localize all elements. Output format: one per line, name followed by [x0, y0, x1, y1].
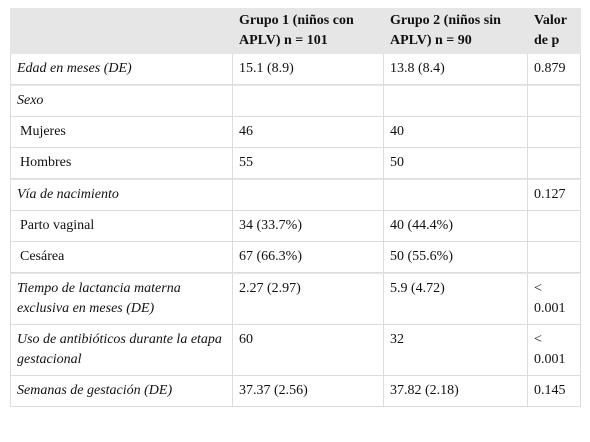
value-cell: 50 [383, 147, 528, 179]
row-label: Vía de nacimiento [10, 179, 233, 211]
data-table: Grupo 1 (niños con APLV) n = 101 Grupo 2… [10, 8, 581, 407]
value-cell [383, 179, 528, 211]
value-cell [383, 85, 528, 117]
value-cell: 40 [383, 116, 528, 148]
value-cell: 0.879 [527, 53, 581, 85]
row-label: Uso de antibióticos durante la etapa ges… [10, 324, 233, 376]
value-cell [527, 210, 581, 242]
row-label: Semanas de gestación (DE) [10, 375, 233, 407]
value-cell: 32 [383, 324, 528, 376]
value-cell: < 0.001 [527, 273, 581, 325]
table-row: Hombres 55 50 [10, 147, 581, 179]
value-cell: 0.127 [527, 179, 581, 211]
value-cell [232, 179, 384, 211]
table-row: Uso de antibióticos durante la etapa ges… [10, 324, 581, 376]
header-cell: Grupo 2 (niños sin APLV) n = 90 [383, 8, 528, 54]
header-cell [10, 8, 233, 54]
value-cell [527, 116, 581, 148]
table-row: Edad en meses (DE) 15.1 (8.9) 13.8 (8.4) 0.… [10, 53, 581, 85]
value-cell: 2.27 (2.97) [232, 273, 384, 325]
value-cell: 55 [232, 147, 384, 179]
value-cell: 67 (66.3%) [232, 241, 384, 273]
table-row: Sexo [10, 85, 581, 117]
row-label: Tiempo de lactancia materna exclusiva en… [10, 273, 233, 325]
value-cell: 5.9 (4.72) [383, 273, 528, 325]
header-cell: Grupo 1 (niños con APLV) n = 101 [232, 8, 384, 54]
row-label: Edad en meses (DE) [10, 53, 233, 85]
value-cell: 46 [232, 116, 384, 148]
value-cell [527, 85, 581, 117]
table-body: Edad en meses (DE) 15.1 (8.9) 13.8 (8.4) 0.… [10, 53, 581, 407]
value-cell [527, 241, 581, 273]
value-cell: 50 (55.6%) [383, 241, 528, 273]
value-cell: < 0.001 [527, 324, 581, 376]
value-cell: 60 [232, 324, 384, 376]
value-cell: 37.37 (2.56) [232, 375, 384, 407]
table-row: Cesárea 67 (66.3%) 50 (55.6%) [10, 241, 581, 273]
value-cell [527, 147, 581, 179]
table-row: Mujeres 46 40 [10, 116, 581, 148]
table-row: Vía de nacimiento 0.127 [10, 179, 581, 211]
table-row: Tiempo de lactancia materna exclusiva en… [10, 273, 581, 325]
row-label: Cesárea [10, 241, 233, 273]
value-cell: 34 (33.7%) [232, 210, 384, 242]
value-cell: 0.145 [527, 375, 581, 407]
row-label: Hombres [10, 147, 233, 179]
header-row: Grupo 1 (niños con APLV) n = 101 Grupo 2… [10, 8, 581, 54]
value-cell: 37.82 (2.18) [383, 375, 528, 407]
value-cell: 13.8 (8.4) [383, 53, 528, 85]
value-cell: 15.1 (8.9) [232, 53, 384, 85]
row-label: Parto vaginal [10, 210, 233, 242]
row-label: Sexo [10, 85, 233, 117]
value-cell [232, 85, 384, 117]
table-row: Semanas de gestación (DE) 37.37 (2.56) 37.… [10, 375, 581, 407]
header-cell: Valor de p [527, 8, 581, 54]
row-label: Mujeres [10, 116, 233, 148]
value-cell: 40 (44.4%) [383, 210, 528, 242]
table-row: Parto vaginal 34 (33.7%) 40 (44.4%) [10, 210, 581, 242]
